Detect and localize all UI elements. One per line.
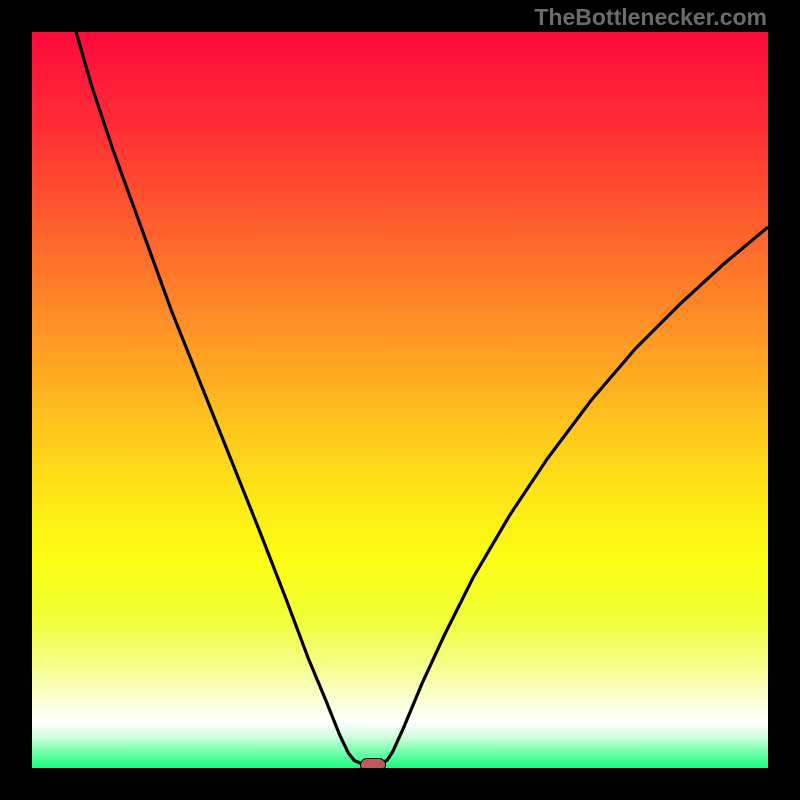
bottleneck-curve bbox=[32, 32, 768, 768]
curve-path bbox=[76, 32, 768, 764]
optimum-marker bbox=[360, 758, 386, 768]
watermark-text: TheBottlenecker.com bbox=[534, 4, 767, 31]
plot-area bbox=[32, 32, 768, 768]
